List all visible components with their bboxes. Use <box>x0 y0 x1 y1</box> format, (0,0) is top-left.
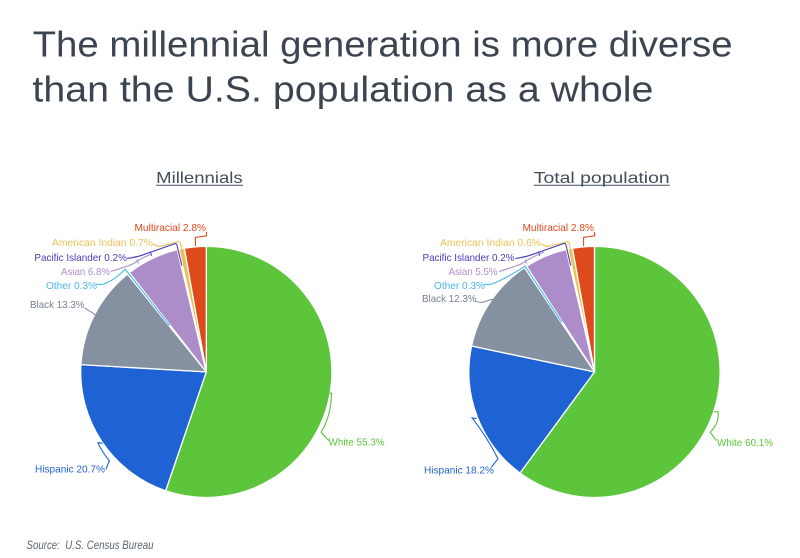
svg-text:Hispanic 18.2%: Hispanic 18.2% <box>424 465 494 477</box>
svg-text:Multiracial 2.8%: Multiracial 2.8% <box>523 222 595 234</box>
svg-text:American Indian 0.7%: American Indian 0.7% <box>52 237 153 249</box>
svg-text:Total population: Total population <box>534 170 670 187</box>
svg-text:Other 0.3%: Other 0.3% <box>434 280 485 292</box>
svg-text:Asian 5.5%: Asian 5.5% <box>449 266 498 278</box>
svg-text:Source: U.S. Census Bureau: Source: U.S. Census Bureau <box>27 538 154 552</box>
svg-text:American Indian 0.6%: American Indian 0.6% <box>440 237 541 249</box>
svg-text:Multiracial 2.8%: Multiracial 2.8% <box>135 222 207 234</box>
svg-text:Pacific Islander 0.2%: Pacific Islander 0.2% <box>423 252 515 264</box>
svg-text:Millennials: Millennials <box>156 170 243 187</box>
svg-text:Asian 6.8%: Asian 6.8% <box>61 266 110 278</box>
svg-text:Pacific Islander 0.2%: Pacific Islander 0.2% <box>34 252 127 264</box>
svg-text:White 55.3%: White 55.3% <box>329 437 385 449</box>
svg-text:Black 12.3%: Black 12.3% <box>422 293 477 305</box>
svg-text:White 60.1%: White 60.1% <box>717 437 773 449</box>
svg-text:Black 13.3%: Black 13.3% <box>30 299 85 311</box>
svg-text:than the U.S. population as a: than the U.S. population as a whole <box>32 69 653 110</box>
svg-text:The millennial generation is m: The millennial generation is more divers… <box>33 24 733 65</box>
svg-text:Hispanic 20.7%: Hispanic 20.7% <box>35 464 105 476</box>
svg-text:Other 0.3%: Other 0.3% <box>46 280 97 292</box>
